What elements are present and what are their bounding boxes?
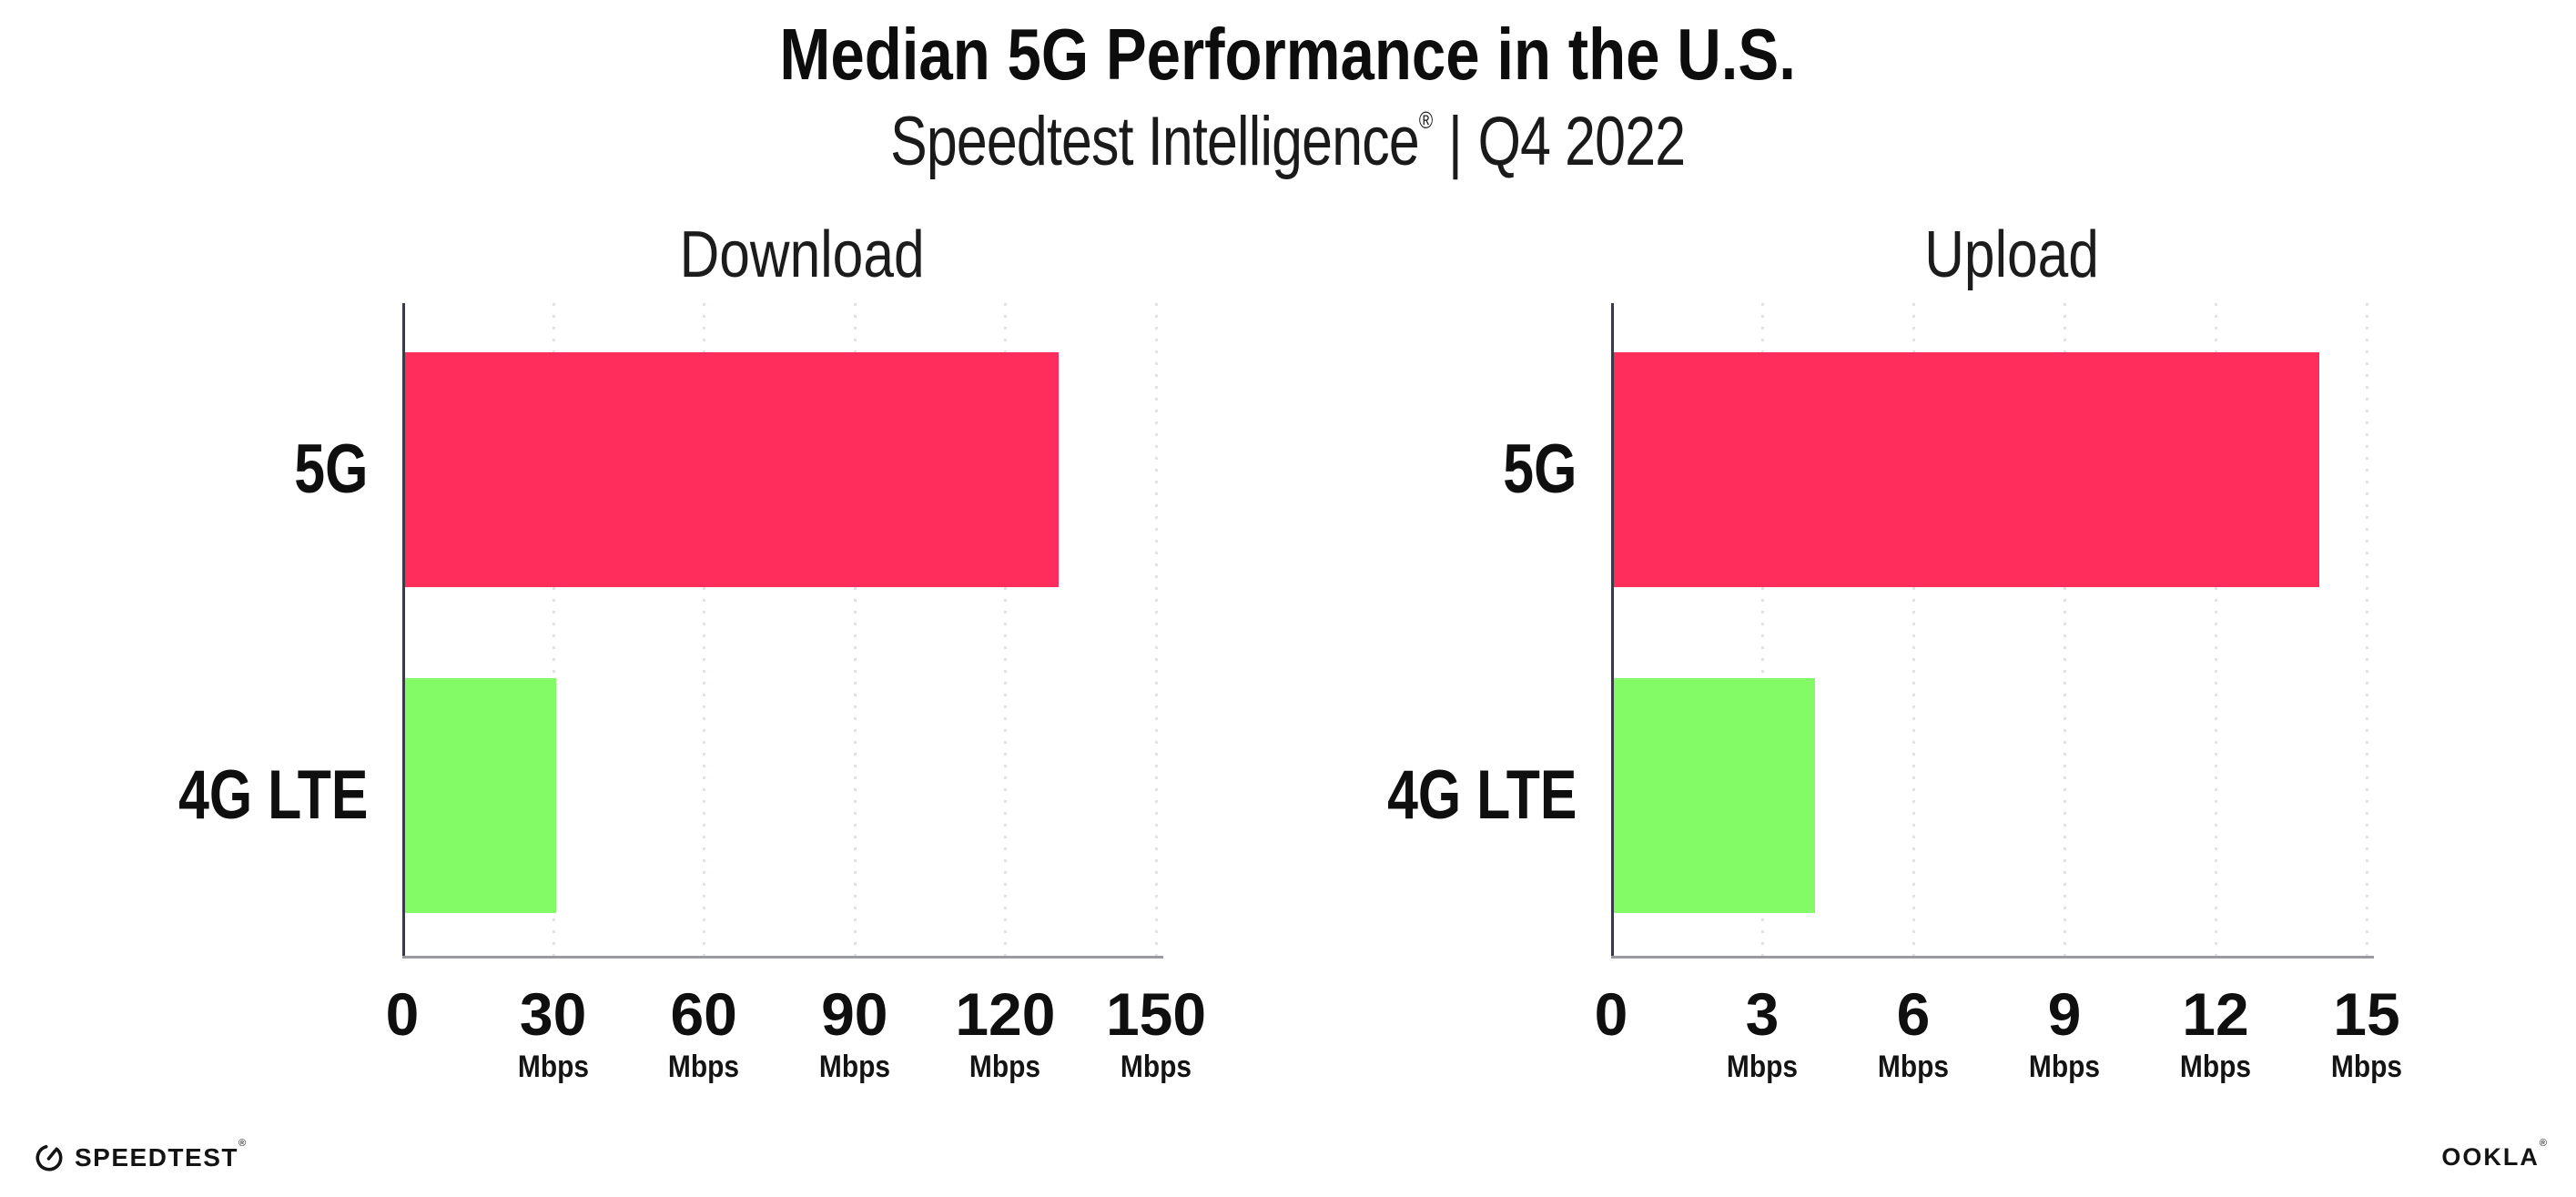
tick-value: 150 bbox=[1105, 980, 1207, 1048]
gridline-30 bbox=[552, 303, 555, 959]
speedtest-gauge-icon bbox=[35, 1144, 63, 1172]
tick-value: 3 bbox=[1745, 980, 1780, 1048]
tick-value: 30 bbox=[519, 980, 587, 1048]
tick-label-0: 0 bbox=[1520, 984, 1702, 1044]
page-subtitle: Speedtest Intelligence® | Q4 2022 bbox=[0, 102, 2576, 181]
gridline-150 bbox=[1155, 303, 1158, 959]
tick-value: 12 bbox=[2182, 980, 2249, 1048]
category-label-4g-lte: 4G LTE bbox=[1386, 756, 1577, 834]
tick-label-12-mbps: 12 Mbps bbox=[2125, 984, 2307, 1082]
tick-value: 0 bbox=[1594, 980, 1628, 1048]
gridline-3 bbox=[1761, 303, 1764, 959]
tick-value: 15 bbox=[2333, 980, 2400, 1048]
page-title: Median 5G Performance in the U.S. bbox=[779, 14, 1797, 95]
tick-label-60-mbps: 60 Mbps bbox=[613, 984, 795, 1082]
category-label-4g-lte: 4G LTE bbox=[177, 756, 368, 834]
gridline-9 bbox=[2064, 303, 2066, 959]
tick-unit: Mbps bbox=[668, 1050, 740, 1084]
category-label-5g: 5G bbox=[293, 431, 368, 508]
tick-label-3-mbps: 3 Mbps bbox=[1671, 984, 1853, 1082]
tick-value: 60 bbox=[670, 980, 737, 1048]
ookla-registered-mark: ® bbox=[2539, 1138, 2549, 1149]
speedtest-registered-mark: ® bbox=[238, 1138, 248, 1149]
tick-unit: Mbps bbox=[2028, 1050, 2101, 1084]
tick-value: 9 bbox=[2047, 980, 2082, 1048]
tick-unit: Mbps bbox=[1726, 1050, 1799, 1084]
speedtest-logo: SPEEDTEST® bbox=[33, 1138, 248, 1174]
ookla-wordmark: OOKLA® bbox=[2441, 1138, 2549, 1171]
tick-label-15-mbps: 15 Mbps bbox=[2276, 984, 2458, 1082]
tick-unit: Mbps bbox=[2179, 1050, 2252, 1084]
upload-chart-title: Upload bbox=[1924, 218, 2099, 291]
subtitle-period: Q4 2022 bbox=[1477, 103, 1686, 180]
x-axis-line bbox=[402, 956, 1163, 959]
download-plot-area: 5G 4G LTE 0 30 Mbps 60 Mbps 90 Mbps 120 Mbps 150 Mbp… bbox=[178, 303, 1206, 1082]
download-chart-title: Download bbox=[679, 218, 925, 291]
ookla-logo: OOKLA® bbox=[2441, 1138, 2549, 1172]
gridline-12 bbox=[2215, 303, 2217, 959]
gridline-15 bbox=[2366, 303, 2368, 959]
tick-label-9-mbps: 9 Mbps bbox=[1973, 984, 2155, 1082]
y-axis-line bbox=[402, 303, 405, 959]
subtitle-separator: | bbox=[1448, 103, 1463, 180]
gridline-60 bbox=[703, 303, 706, 959]
tick-label-120-mbps: 120 Mbps bbox=[914, 984, 1096, 1082]
tick-value: 90 bbox=[821, 980, 888, 1048]
speedtest-wordmark: SPEEDTEST® bbox=[75, 1138, 248, 1172]
bar-5g bbox=[405, 352, 1059, 587]
tick-label-0: 0 bbox=[311, 984, 493, 1044]
tick-unit: Mbps bbox=[517, 1050, 589, 1084]
gridline-6 bbox=[1912, 303, 1915, 959]
tick-unit: Mbps bbox=[2330, 1050, 2403, 1084]
gridline-120 bbox=[1004, 303, 1008, 959]
tick-value: 6 bbox=[1896, 980, 1931, 1048]
tick-value: 120 bbox=[955, 980, 1056, 1048]
tick-unit: Mbps bbox=[818, 1050, 890, 1084]
tick-label-150-mbps: 150 Mbps bbox=[1065, 984, 1247, 1082]
bar-5g bbox=[1614, 352, 2319, 587]
subtitle-brand: Speedtest Intelligence bbox=[890, 103, 1420, 180]
bar-4g-lte bbox=[405, 678, 556, 913]
category-label-5g: 5G bbox=[1502, 431, 1577, 508]
tick-unit: Mbps bbox=[969, 1050, 1041, 1084]
upload-plot-area: 5G 4G LTE 0 3 Mbps 6 Mbps 9 Mbps 12 Mbps 15 Mbps bbox=[1387, 303, 2402, 1082]
tick-label-90-mbps: 90 Mbps bbox=[764, 984, 946, 1082]
registered-mark: ® bbox=[1419, 107, 1433, 134]
tick-value: 0 bbox=[385, 980, 420, 1048]
bar-4g-lte bbox=[1614, 678, 1816, 913]
tick-label-30-mbps: 30 Mbps bbox=[462, 984, 644, 1082]
y-axis-line bbox=[1611, 303, 1614, 959]
tick-label-6-mbps: 6 Mbps bbox=[1822, 984, 2004, 1082]
gridline-90 bbox=[853, 303, 857, 959]
tick-unit: Mbps bbox=[1120, 1050, 1192, 1084]
tick-unit: Mbps bbox=[1877, 1050, 1950, 1084]
x-axis-line bbox=[1611, 956, 2374, 959]
